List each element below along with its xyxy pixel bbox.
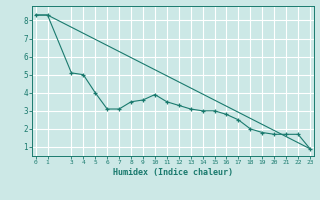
X-axis label: Humidex (Indice chaleur): Humidex (Indice chaleur)	[113, 168, 233, 177]
